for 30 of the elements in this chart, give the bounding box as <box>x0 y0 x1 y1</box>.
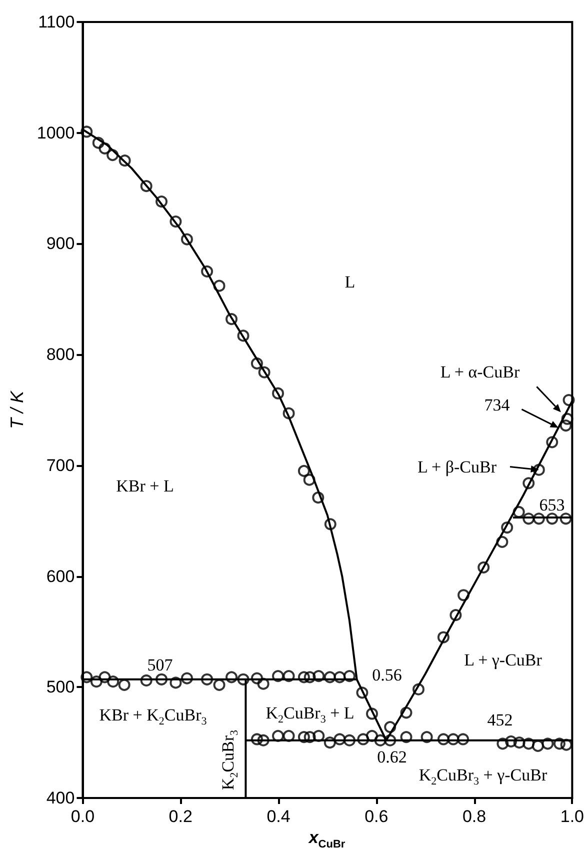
annotation: 452 <box>487 710 513 730</box>
annotation: 507 <box>147 656 173 674</box>
x-tick-label: 0.2 <box>168 807 192 826</box>
y-tick-label: 1000 <box>36 123 75 142</box>
annotation: K$_{2}$CuBr$_{3}$ + γ-CuBr <box>418 765 548 788</box>
annotation: L + β-CuBr <box>418 458 496 476</box>
x-tick-label: 0.6 <box>364 807 388 826</box>
annotation: L + α-CuBr <box>440 362 520 382</box>
annotation: KBr + K$_{2}$CuBr$_{3}$ <box>99 705 207 728</box>
annotation: L + γ-CuBr <box>464 650 542 670</box>
y-axis-title: T / K <box>7 390 27 430</box>
annotation: 0.56 <box>372 666 402 684</box>
y-tick-label: 900 <box>46 234 75 254</box>
x-tick-label: 1.0 <box>560 807 584 826</box>
annotation: 653 <box>539 496 565 514</box>
y-tick-label: 1100 <box>38 12 75 32</box>
annotation: 734 <box>484 396 510 414</box>
y-tick-label: 600 <box>46 566 75 586</box>
y-tick-label: 400 <box>46 788 75 808</box>
annotation: 0.62 <box>377 748 407 766</box>
y-tick-label: 800 <box>46 345 75 364</box>
x-tick-label: 0.4 <box>266 807 290 826</box>
y-tick-label: 700 <box>46 456 75 475</box>
annotation: K$_{2}$CuBr$_{3}$ + L <box>266 703 354 726</box>
x-axis-title: x$_{CuBr}$ <box>308 828 346 850</box>
annotation: KBr + L <box>116 476 174 496</box>
y-tick-label: 500 <box>46 678 75 697</box>
x-tick-label: 0.0 <box>70 807 95 826</box>
annotation: L <box>344 272 356 292</box>
x-tick-label: 0.8 <box>462 807 486 826</box>
